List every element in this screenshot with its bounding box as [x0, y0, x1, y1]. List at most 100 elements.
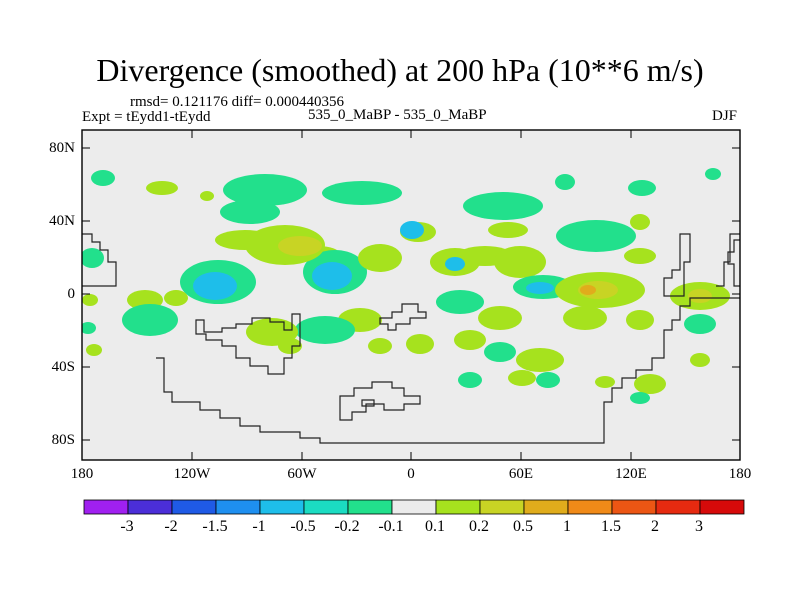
divergence-contour: [526, 282, 554, 294]
divergence-contour: [516, 348, 564, 372]
colorbar-swatch: [479, 499, 525, 515]
lon-label-60w: 60W: [287, 466, 317, 482]
divergence-contour: [82, 322, 96, 334]
lon-label-0: 0: [407, 466, 415, 482]
colorbar-swatch: [347, 499, 393, 515]
lat-label-40n: 40N: [49, 213, 75, 229]
divergence-contour: [164, 290, 188, 306]
divergence-contour: [82, 248, 104, 268]
colorbar-swatch: [567, 499, 613, 515]
lon-label-180w: 180: [70, 466, 94, 482]
colorbar-label-10: 1: [563, 518, 571, 535]
divergence-contour: [406, 334, 434, 354]
divergence-contour: [295, 316, 355, 344]
divergence-contour: [463, 192, 543, 220]
divergence-contour: [358, 244, 402, 272]
colorbar-swatch: [259, 499, 305, 515]
lat-label-80s: 80S: [51, 432, 75, 448]
colorbar-label-7: 0.1: [425, 518, 445, 535]
divergence-contour: [556, 220, 636, 252]
divergence-contour: [634, 374, 666, 394]
colorbar-swatch: [171, 499, 217, 515]
divergence-contour: [368, 338, 392, 354]
divergence-contour: [488, 222, 528, 238]
coast-antarctic-inner: [361, 399, 375, 407]
divergence-contour: [690, 353, 710, 367]
divergence-contour: [508, 370, 536, 386]
divergence-contour: [454, 330, 486, 350]
colorbar-swatch: [699, 499, 745, 515]
colorbar-label-1: -2: [164, 518, 178, 535]
divergence-contour: [536, 372, 560, 388]
divergence-contour: [220, 200, 280, 224]
coast-antarctic-islands: [339, 381, 421, 421]
divergence-contour: [91, 170, 115, 186]
lat-label-80n: 80N: [49, 140, 75, 156]
divergence-contour: [223, 174, 307, 206]
divergence-contour: [555, 174, 575, 190]
divergence-contour: [630, 214, 650, 230]
colorbar-label-8: 0.2: [469, 518, 489, 535]
colorbar-label-5: -0.2: [334, 518, 360, 535]
season-label: DJF: [712, 108, 738, 124]
divergence-contour: [624, 248, 656, 264]
colorbar-swatch: [435, 499, 481, 515]
divergence-field: [82, 168, 730, 404]
divergence-contour: [278, 338, 302, 354]
coast-africa: [379, 303, 427, 331]
divergence-contour: [122, 304, 178, 336]
divergence-contour: [436, 290, 484, 314]
lon-label-180e: 180: [728, 466, 752, 482]
divergence-contour: [630, 392, 650, 404]
colorbar-swatch: [127, 499, 173, 515]
colorbar-swatch: [303, 499, 349, 515]
colorbar-swatch: [391, 499, 437, 515]
axis-ticks: [82, 130, 740, 460]
colorbar-swatch: [215, 499, 261, 515]
colorbar-label-9: 0.5: [513, 518, 533, 535]
colorbar-swatch: [523, 499, 569, 515]
colorbar-label-13: 3: [695, 518, 703, 535]
coast-australia: [663, 233, 691, 297]
divergence-contour: [458, 372, 482, 388]
coast-south-america: [195, 313, 301, 375]
divergence-contour: [445, 257, 465, 271]
divergence-contour: [200, 191, 214, 201]
divergence-contour: [193, 272, 237, 300]
colorbar-swatch: [655, 499, 701, 515]
divergence-contour: [688, 289, 712, 303]
lat-label-eq: 0: [67, 286, 76, 302]
experiment-label: Expt = tEydd1-tEydd: [82, 109, 211, 125]
coast-east-asia: [727, 239, 740, 287]
plot-title: Divergence (smoothed) at 200 hPa (10**6 …: [96, 52, 704, 88]
divergence-contour: [494, 246, 546, 278]
divergence-contour: [146, 181, 178, 195]
lat-label-40s: 40S: [51, 359, 75, 375]
coastlines: [82, 233, 740, 444]
colorbar-legend-icon: [83, 499, 745, 515]
colorbar-label-2: -1.5: [202, 518, 228, 535]
divergence-contour: [312, 262, 352, 290]
colorbar-label-6: -0.1: [378, 518, 404, 535]
colorbar-swatch: [83, 499, 129, 515]
divergence-contour: [580, 285, 596, 295]
colorbar-label-11: 1.5: [601, 518, 621, 535]
coast-new-zealand: [716, 233, 740, 287]
divergence-contour: [278, 236, 322, 256]
divergence-contour: [322, 181, 402, 205]
colorbar-label-4: -0.5: [290, 518, 316, 535]
comparison-label: 535_0_MaBP - 535_0_MaBP: [308, 107, 487, 123]
divergence-contour: [563, 306, 607, 330]
coast-south-pacific: [156, 297, 740, 444]
colorbar-label-0: -3: [120, 518, 134, 535]
divergence-contour: [684, 314, 716, 334]
lon-label-60e: 60E: [508, 466, 534, 482]
divergence-contour: [478, 306, 522, 330]
divergence-contour: [628, 180, 656, 196]
divergence-contour: [400, 221, 424, 239]
divergence-contour: [484, 342, 516, 362]
lon-label-120w: 120W: [173, 466, 211, 482]
coast-north-america: [82, 233, 117, 287]
divergence-contour: [595, 376, 615, 388]
